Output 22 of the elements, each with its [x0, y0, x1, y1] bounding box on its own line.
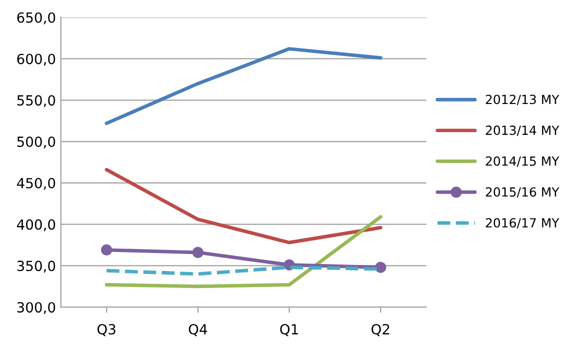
x-tick-label: Q1 — [280, 324, 298, 336]
legend-label: 2015/16 MY — [486, 187, 560, 198]
y-tick-label: 500,0 — [17, 136, 56, 148]
point — [375, 262, 386, 273]
y-tick-label: 650,0 — [17, 12, 56, 24]
legend-label: 2013/14 MY — [486, 126, 560, 136]
point — [192, 246, 204, 258]
point — [101, 244, 112, 256]
y-tick-label: 450,0 — [16, 178, 56, 190]
y-tick-label: 350,0 — [17, 260, 56, 273]
y-tick-label: 550,0 — [17, 95, 56, 108]
y-tick-label: 300,0 — [17, 302, 56, 314]
line-series — [104, 47, 382, 126]
x-tick-label: Q2 — [372, 324, 390, 336]
line-series — [104, 168, 382, 244]
legend-label: 2016/17 MY — [486, 218, 560, 229]
legend-label: 2012/13 MY — [486, 94, 560, 106]
y-tick-label: 400,0 — [16, 219, 56, 232]
y-tick-label: 600,0 — [17, 54, 56, 66]
x-tick-label: Q4 — [188, 324, 208, 336]
legend-label: 2014/15 MY — [486, 156, 560, 167]
x-tick-label: Q3 — [97, 324, 116, 336]
